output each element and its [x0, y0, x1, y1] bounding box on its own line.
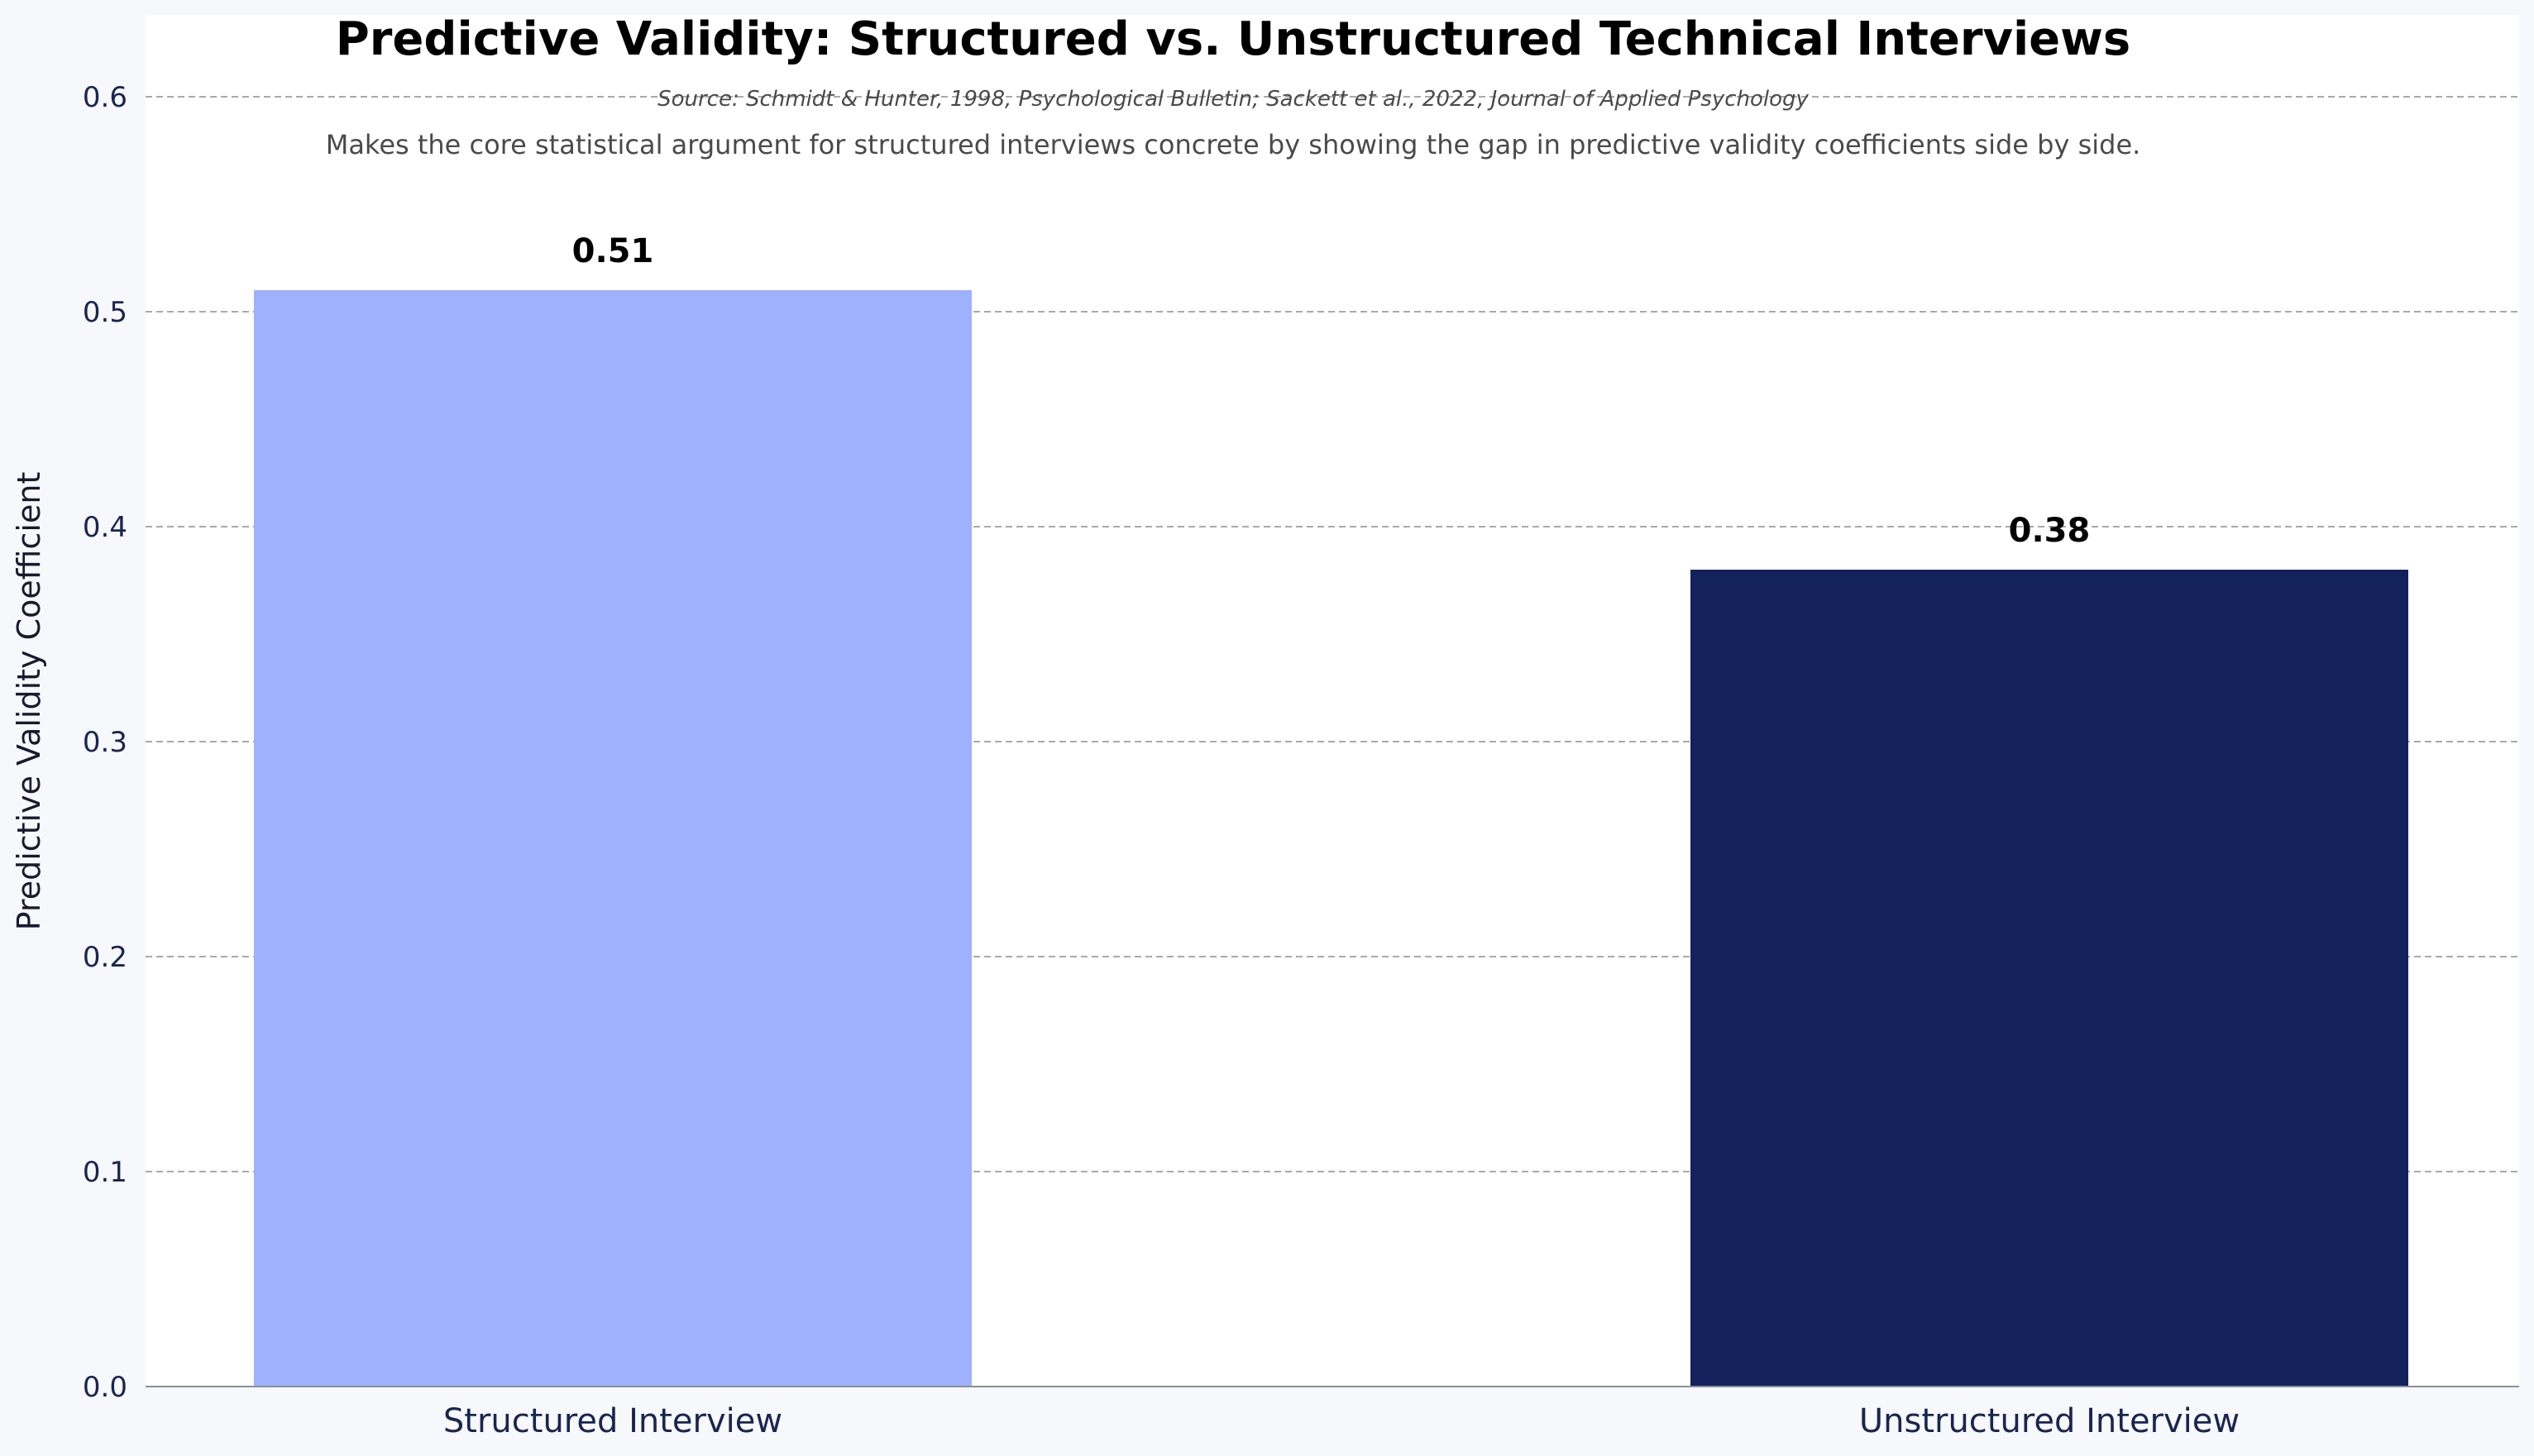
data-labels: 0.51 0.38 — [572, 232, 2091, 550]
y-tick-label: 0.4 — [83, 511, 127, 544]
bar-unstructured-interview — [1690, 570, 2408, 1387]
bars — [254, 290, 2408, 1387]
y-axis-ticks: 0.0 0.1 0.2 0.3 0.4 0.5 0.6 — [83, 81, 127, 1404]
x-tick-label: Unstructured Interview — [1859, 1402, 2240, 1440]
y-tick-label: 0.6 — [83, 81, 127, 114]
y-tick-label: 0.5 — [83, 296, 127, 329]
y-axis-label: Predictive Validity Coefficient — [11, 472, 47, 931]
x-axis-ticks: Structured Interview Unstructured Intervi… — [443, 1402, 2240, 1440]
bar-value-label: 0.51 — [572, 232, 654, 270]
y-tick-label: 0.2 — [83, 941, 127, 974]
y-tick-label: 0.3 — [83, 726, 127, 759]
chart-title: Predictive Validity: Structured vs. Unst… — [336, 12, 2130, 66]
bar-value-label: 0.38 — [2009, 512, 2091, 550]
y-tick-label: 0.1 — [83, 1156, 127, 1189]
y-tick-label: 0.0 — [83, 1371, 127, 1404]
x-tick-label: Structured Interview — [443, 1402, 782, 1440]
gridlines — [146, 96, 2519, 1172]
chart-subtitle: Makes the core statistical argument for … — [326, 129, 2141, 160]
chart-source: Source: Schmidt & Hunter, 1998, Psycholo… — [657, 87, 1809, 112]
bar-structured-interview — [254, 290, 972, 1387]
